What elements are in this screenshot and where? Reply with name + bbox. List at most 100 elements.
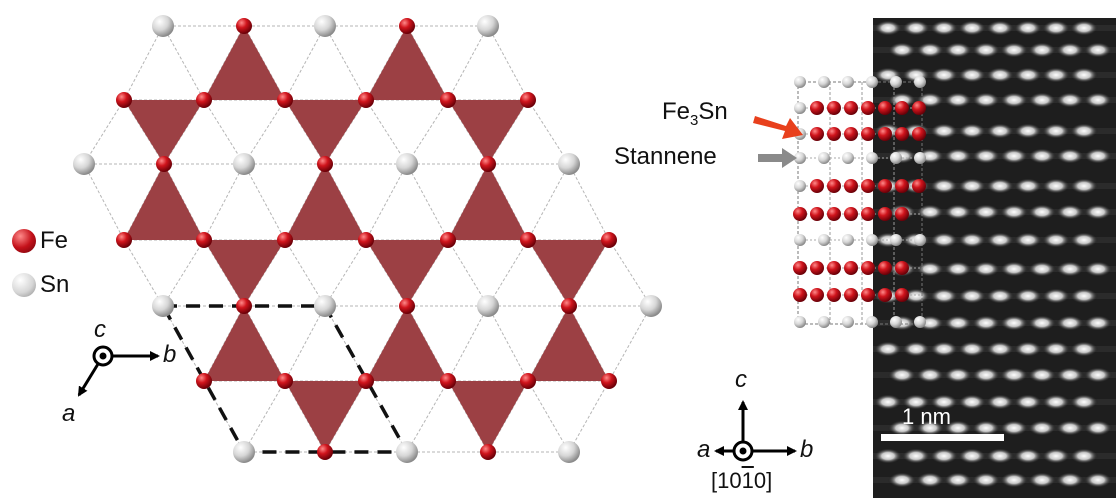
side-fe-atom: [810, 207, 824, 221]
side-sn-atom: [890, 76, 902, 88]
lattice-bond: [406, 380, 449, 453]
stem-row-streak: [873, 183, 1116, 189]
side-sn-atom: [818, 234, 830, 246]
stem-c-label: c: [735, 366, 747, 393]
stem-column-spot: [944, 315, 972, 331]
stem-column-spot: [1014, 123, 1042, 139]
stem-column-spot: [1028, 420, 1056, 436]
stem-column-spot: [1000, 315, 1028, 331]
stem-column-spot: [944, 204, 972, 220]
fe-triangle: [204, 26, 285, 100]
fe-atom: [116, 92, 132, 108]
stem-column-spot: [1014, 178, 1042, 194]
fe-triangle: [448, 164, 528, 240]
stem-column-spot: [958, 288, 986, 304]
lattice-bond: [324, 25, 367, 101]
side-fe-atom: [861, 127, 875, 141]
lattice-bond: [324, 239, 367, 307]
legend-fe: Fe: [12, 226, 68, 256]
side-sn-atom: [890, 234, 902, 246]
fe-atom: [196, 92, 212, 108]
fe-atom: [358, 92, 374, 108]
sn-atom: [233, 153, 255, 175]
lattice-axis-triad: [77, 345, 160, 397]
stem-column-spot: [944, 472, 972, 488]
side-sn-atom: [842, 152, 854, 164]
stem-column-spot: [1056, 204, 1084, 220]
stem-column-spot: [972, 472, 1000, 488]
fe-atom: [440, 92, 456, 108]
lattice-bond: [487, 25, 529, 101]
stem-column-spot: [888, 420, 916, 436]
side-sn-atom: [818, 76, 830, 88]
side-fe-atom: [878, 288, 892, 302]
stem-column-spot: [916, 367, 944, 383]
lattice-bond: [527, 99, 570, 165]
lattice-bond: [203, 99, 245, 165]
side-fe-atom: [793, 261, 807, 275]
stem-column-spot: [930, 178, 958, 194]
stem-column-spot: [1014, 67, 1042, 83]
stem-column-spot: [1000, 148, 1028, 164]
lattice-c-label: c: [94, 316, 106, 343]
stem-column-spot: [986, 67, 1014, 83]
stem-row-streak: [873, 47, 1116, 53]
sn-atom: [396, 441, 418, 463]
lattice-bond: [284, 305, 326, 382]
stem-column-spot: [972, 42, 1000, 58]
stem-column-spot: [1042, 341, 1070, 357]
stem-column-spot: [1042, 178, 1070, 194]
stem-column-spot: [930, 448, 958, 464]
side-fe-atom: [793, 207, 807, 221]
fe-triangle: [366, 306, 448, 381]
stem-column-spot: [888, 92, 916, 108]
stannene-pointer-arrow: [758, 148, 797, 168]
fe-atom: [520, 92, 536, 108]
side-sn-atom: [842, 234, 854, 246]
stem-column-spot: [972, 92, 1000, 108]
stem-column-spot: [930, 20, 958, 36]
stannene-label: Stannene: [614, 143, 717, 170]
side-fe-atom: [895, 288, 909, 302]
stem-column-spot: [930, 288, 958, 304]
fe-atom: [399, 298, 415, 314]
stem-column-spot: [1042, 123, 1070, 139]
fe-atom: [116, 232, 132, 248]
lattice-a-label: a: [62, 400, 76, 427]
stem-column-spot: [972, 261, 1000, 277]
side-fe-atom: [878, 127, 892, 141]
fe-atom: [520, 373, 536, 389]
side-fe-atom: [861, 261, 875, 275]
side-fe-atom: [878, 261, 892, 275]
fe-triangle: [285, 100, 366, 164]
fe-triangle: [285, 164, 366, 240]
stem-column-spot: [1056, 315, 1084, 331]
stem-column-spot: [888, 42, 916, 58]
fe-triangle: [124, 164, 204, 240]
stem-column-spot: [1070, 67, 1098, 83]
stem-column-spot: [958, 341, 986, 357]
side-fe-atom: [844, 101, 858, 115]
stem-column-spot: [1028, 42, 1056, 58]
stem-column-spot: [1000, 261, 1028, 277]
sn-atom: [314, 295, 336, 317]
stem-column-spot: [1042, 67, 1070, 83]
stem-column-spot: [1056, 92, 1084, 108]
side-fe-atom: [878, 101, 892, 115]
side-fe-atom: [861, 179, 875, 193]
legend-sn-label: Sn: [40, 271, 70, 298]
stem-column-spot: [1084, 472, 1112, 488]
stem-column-spot: [1042, 394, 1070, 410]
stem-column-spot: [972, 315, 1000, 331]
lattice-bond: [284, 239, 326, 307]
stem-column-spot: [1056, 420, 1084, 436]
lattice-bond: [406, 163, 449, 241]
stem-column-spot: [874, 341, 902, 357]
lattice-bond: [243, 163, 286, 241]
side-view-structure-model: [793, 76, 926, 328]
lattice-bond: [527, 163, 570, 241]
lattice-bond: [447, 239, 489, 307]
side-fe-atom: [912, 101, 926, 115]
side-fe-atom: [861, 207, 875, 221]
side-fe-atom: [878, 179, 892, 193]
